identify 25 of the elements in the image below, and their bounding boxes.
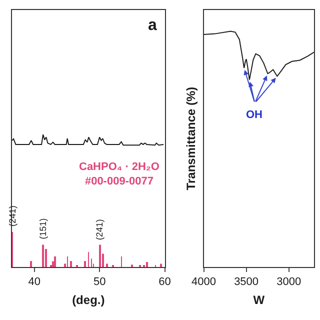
- annotation: (241): [94, 219, 105, 240]
- bar: [70, 261, 72, 267]
- annotation: (241): [7, 206, 18, 227]
- x-axis-title: W: [253, 293, 266, 308]
- bar: [45, 248, 47, 267]
- bar: [54, 256, 56, 267]
- bar: [42, 244, 44, 267]
- bar: [106, 264, 108, 267]
- text: CaHPO₄ · 2H₂O #00-009-0077: [79, 161, 160, 188]
- y-axis-title: Transmittance (%): [184, 86, 198, 190]
- bar: [160, 264, 162, 267]
- bar: [146, 262, 148, 267]
- x-tick-label: 60: [158, 276, 171, 288]
- chart-title: a: [148, 17, 157, 34]
- bar: [30, 261, 32, 267]
- x-tick-label: 3500: [234, 276, 259, 288]
- x-tick-label: 4000: [192, 276, 216, 288]
- x-tick-label: 40: [28, 276, 40, 288]
- annotation: (151): [38, 218, 48, 240]
- bar: [84, 261, 86, 267]
- annotation: OH: [246, 109, 263, 121]
- x-axis-title: (deg.): [72, 293, 105, 308]
- x-tick-label: 50: [93, 276, 106, 288]
- bar: [99, 244, 101, 267]
- x-tick-label: 3000: [276, 276, 302, 288]
